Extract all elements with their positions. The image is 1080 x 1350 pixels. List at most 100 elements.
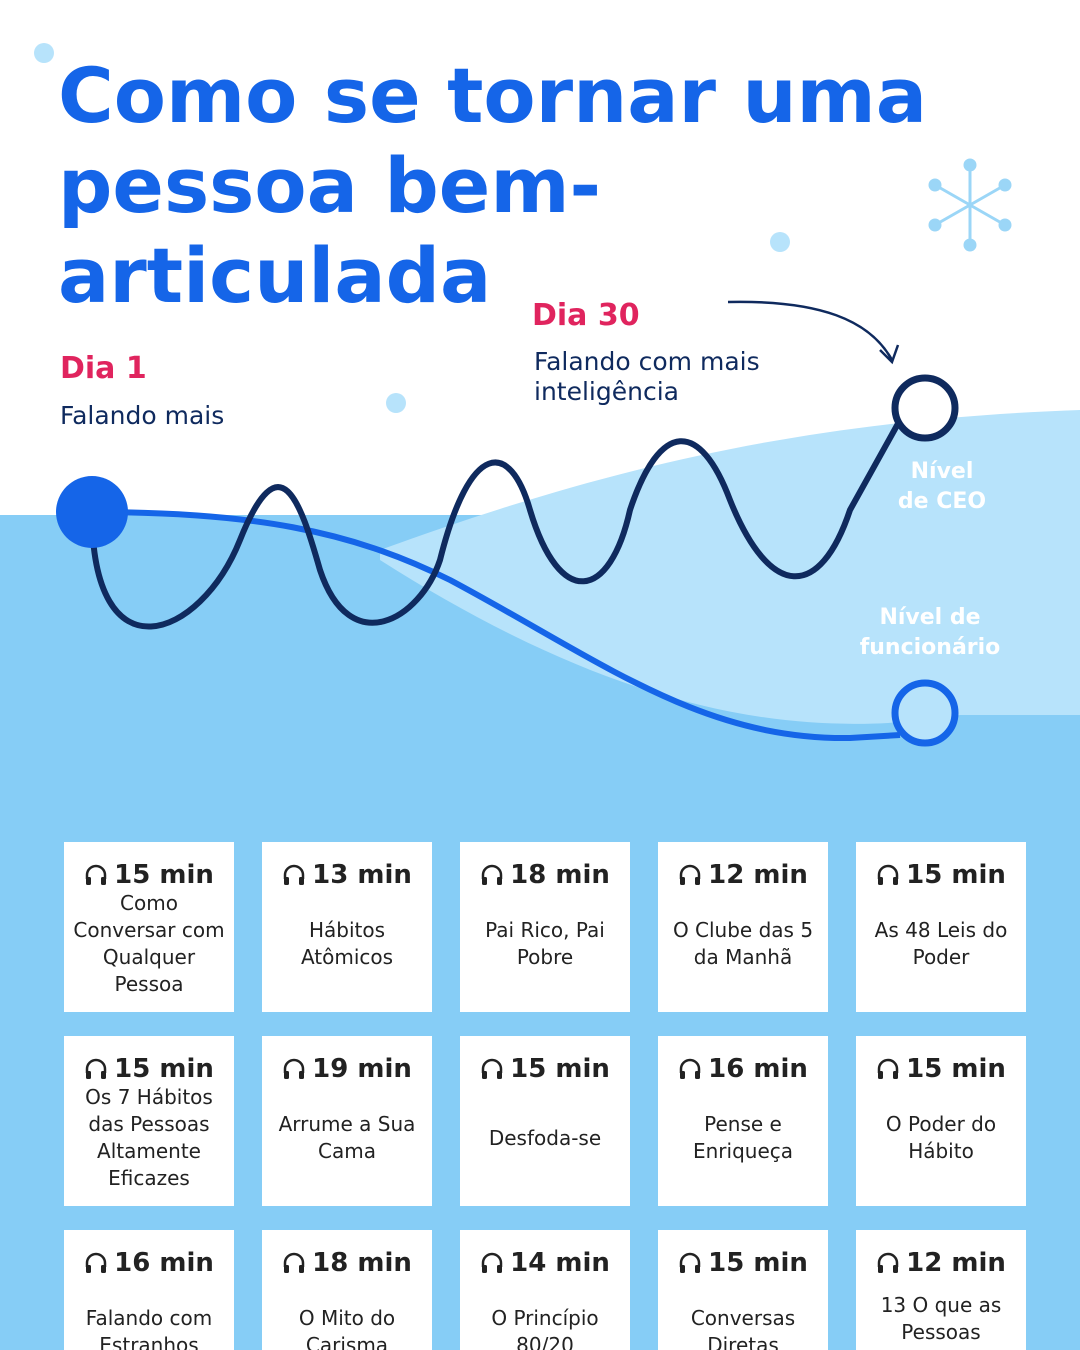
book-card: 15 min Como Conversar com Qualquer Pessoa — [64, 842, 234, 1012]
duration: 13 min — [312, 860, 412, 890]
headphone-icon — [283, 864, 305, 885]
book-card: 15 min O Poder do Hábito — [856, 1036, 1026, 1206]
title: Como se tornar uma pessoa bem- articulad… — [58, 51, 927, 320]
book-title: Os 7 Hábitos das Pessoas Altamente Efica… — [85, 1085, 213, 1190]
duration: 15 min — [114, 1054, 214, 1084]
ceo-dot — [891, 374, 959, 442]
headphone-icon — [481, 1252, 503, 1273]
duration-row: 15 min — [864, 860, 1018, 890]
duration-row: 16 min — [72, 1248, 226, 1278]
end-text: inteligência — [534, 377, 679, 406]
book-title: As 48 Leis do Poder — [874, 918, 1008, 969]
book-title: Desfoda-se — [488, 1125, 602, 1150]
book-card: 13 min Hábitos Atômicos — [262, 842, 432, 1012]
title-line: pessoa bem- — [58, 141, 601, 230]
duration: 19 min — [312, 1054, 412, 1084]
book-card: 18 min Pai Rico, Pai Pobre — [460, 842, 630, 1012]
book-card: 12 min 13 O que as Pessoas Mentalmente — [856, 1230, 1026, 1350]
book-title: Pense e Enriqueça — [692, 1112, 794, 1163]
level-label: Nível de — [879, 605, 980, 630]
book-title: O Poder do Hábito — [885, 1112, 997, 1163]
headphone-icon — [877, 1058, 899, 1079]
book-title: Conversas Diretas — [690, 1306, 796, 1350]
duration: 15 min — [906, 1054, 1006, 1084]
headphone-icon — [679, 1252, 701, 1273]
level-label: funcionário — [860, 635, 1001, 660]
book-title: O Mito do Carisma — [298, 1306, 396, 1350]
book-card: 19 min Arrume a Sua Cama — [262, 1036, 432, 1206]
level-label: de CEO — [898, 489, 986, 514]
book-card: 16 min Falando com Estranhos — [64, 1230, 234, 1350]
duration-row: 15 min — [666, 1248, 820, 1278]
book-title: Falando com Estranhos — [85, 1306, 213, 1350]
duration: 15 min — [510, 1054, 610, 1084]
duration: 15 min — [906, 860, 1006, 890]
book-card: 15 min Conversas Diretas — [658, 1230, 828, 1350]
duration-row: 15 min — [468, 1054, 622, 1084]
duration-row: 13 min — [270, 860, 424, 890]
duration-row: 12 min — [864, 1248, 1018, 1278]
book-card: 15 min Os 7 Hábitos das Pessoas Altamente… — [64, 1036, 234, 1206]
book-title: O Princípio 80/20 — [491, 1306, 599, 1350]
start-text: Falando mais — [60, 401, 224, 430]
headphone-icon — [85, 864, 107, 885]
book-card: 15 min Desfoda-se — [460, 1036, 630, 1206]
duration: 12 min — [708, 860, 808, 890]
book-title: Arrume a Sua Cama — [278, 1112, 416, 1163]
duration: 15 min — [708, 1248, 808, 1278]
book-title: O Clube das 5 da Manhã — [672, 918, 814, 969]
headphone-icon — [679, 1058, 701, 1079]
duration-row: 15 min — [864, 1054, 1018, 1084]
book-card: 14 min O Princípio 80/20 — [460, 1230, 630, 1350]
duration: 15 min — [114, 860, 214, 890]
headphone-icon — [85, 1252, 107, 1273]
duration: 18 min — [312, 1248, 412, 1278]
level-label: Nível — [911, 459, 974, 484]
book-card: 15 min As 48 Leis do Poder — [856, 842, 1026, 1012]
book-title: Como Conversar com Qualquer Pessoa — [73, 891, 225, 996]
headphone-icon — [283, 1252, 305, 1273]
duration-row: 15 min — [72, 1054, 226, 1084]
title-line: Como se tornar uma — [58, 51, 927, 140]
snowflake — [928, 158, 1012, 252]
title-line: articulada — [58, 231, 491, 320]
arrow — [727, 300, 900, 365]
duration-row: 18 min — [270, 1248, 424, 1278]
book-card: 16 min Pense e Enriqueça — [658, 1036, 828, 1206]
employee-dot — [891, 679, 959, 747]
start-label: Dia 1 — [60, 351, 147, 386]
headphone-icon — [481, 1058, 503, 1079]
duration: 18 min — [510, 860, 610, 890]
headphone-icon — [481, 864, 503, 885]
duration-row: 16 min — [666, 1054, 820, 1084]
duration: 14 min — [510, 1248, 610, 1278]
headphone-icon — [877, 1252, 899, 1273]
duration: 16 min — [708, 1054, 808, 1084]
headphone-icon — [877, 864, 899, 885]
book-title: Hábitos Atômicos — [300, 918, 394, 969]
light-area — [380, 410, 1080, 724]
book-card: 18 min O Mito do Carisma — [262, 1230, 432, 1350]
headphone-icon — [85, 1058, 107, 1079]
end-label: Dia 30 — [532, 298, 640, 333]
book-card: 12 min O Clube das 5 da Manhã — [658, 842, 828, 1012]
start-dot — [56, 476, 128, 548]
book-title: Pai Rico, Pai Pobre — [485, 918, 605, 969]
dot — [770, 232, 790, 252]
headphone-icon — [283, 1058, 305, 1079]
duration-row: 12 min — [666, 860, 820, 890]
dot — [386, 393, 406, 413]
employee-curve — [91, 509, 901, 742]
duration-row: 18 min — [468, 860, 622, 890]
duration: 16 min — [114, 1248, 214, 1278]
ceo-curve — [89, 418, 903, 630]
book-title: 13 O que as Pessoas Mentalmente — [875, 1292, 1008, 1350]
duration-row: 19 min — [270, 1054, 424, 1084]
headphone-icon — [679, 864, 701, 885]
end-text: Falando com mais — [534, 347, 760, 376]
duration: 12 min — [906, 1248, 1006, 1278]
duration-row: 15 min — [72, 860, 226, 890]
dot — [34, 43, 54, 63]
duration-row: 14 min — [468, 1248, 622, 1278]
